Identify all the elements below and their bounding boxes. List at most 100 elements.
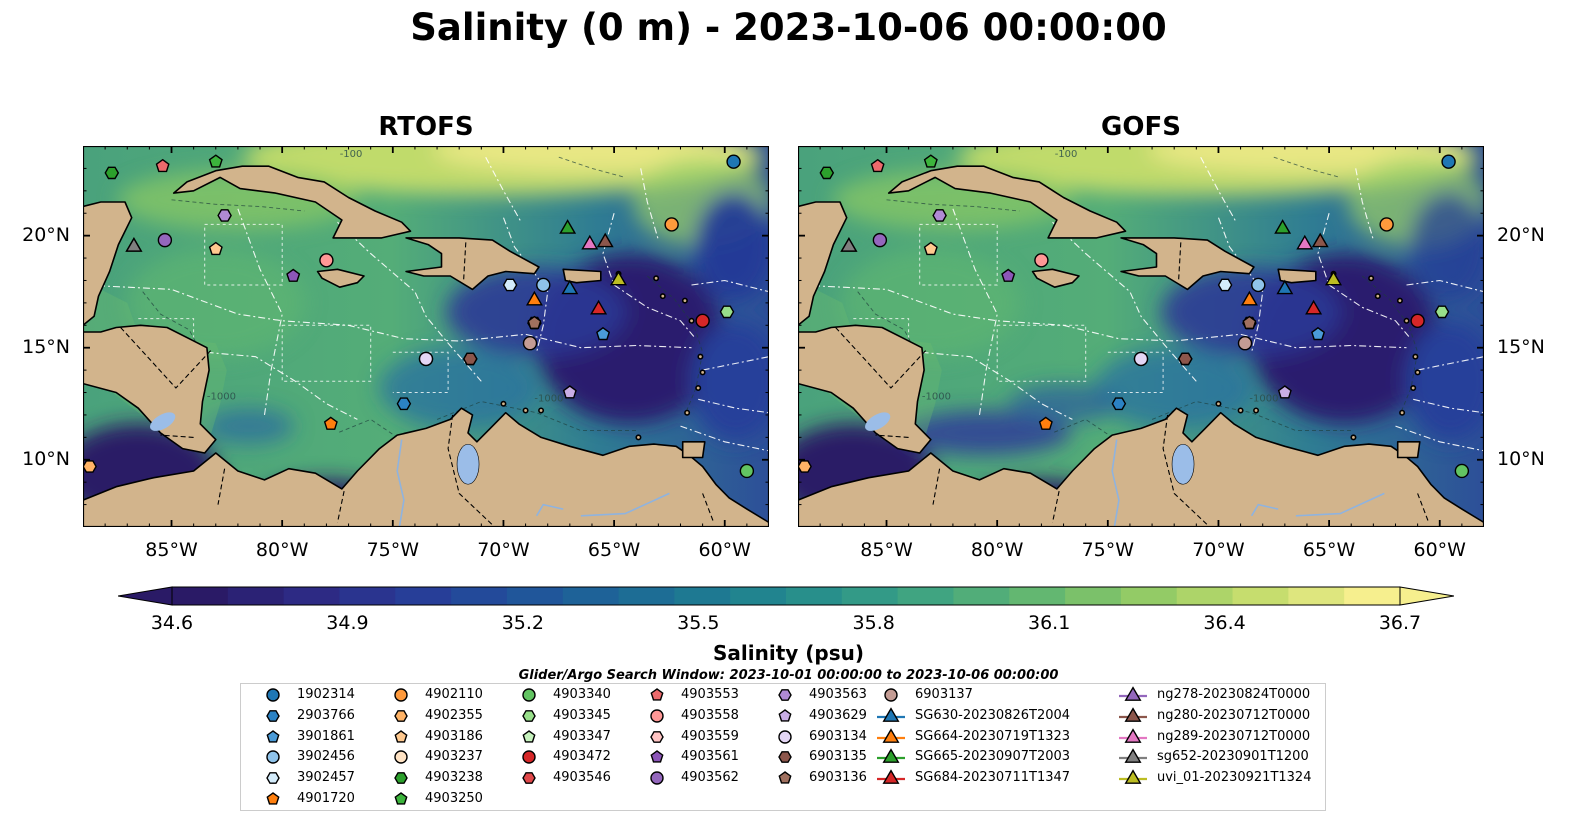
legend-marker bbox=[394, 709, 408, 722]
land-jamaica bbox=[1031, 268, 1080, 288]
island bbox=[1396, 297, 1403, 304]
legend-label: 4903562 bbox=[681, 770, 739, 786]
lat-tick-label-right: 20°N bbox=[1497, 223, 1545, 246]
legend-marker bbox=[394, 772, 408, 785]
marker-4903238 bbox=[819, 166, 835, 180]
legend-marker-shape bbox=[394, 750, 408, 765]
legend-marker bbox=[877, 727, 905, 743]
lat-tick-label-left: 10°N bbox=[22, 447, 70, 470]
legend-marker-shape bbox=[522, 750, 536, 765]
legend-label: 4903558 bbox=[681, 707, 739, 723]
lat-tick-label-right: 15°N bbox=[1497, 335, 1545, 358]
island bbox=[1368, 275, 1375, 282]
legend-marker-shape bbox=[882, 748, 900, 764]
lat-tick-label-left: 20°N bbox=[22, 223, 70, 246]
colorbar-ticks: 34.6 34.9 35.2 35.5 35.8 36.1 36.4 36.7 bbox=[0, 612, 1577, 642]
panel-title-rtofs: RTOFS bbox=[378, 112, 474, 142]
marker-6903135 bbox=[462, 352, 478, 366]
marker-4903558 bbox=[319, 253, 334, 268]
lon-tick-label: 80°W bbox=[970, 539, 1024, 561]
region-boxes bbox=[138, 223, 449, 393]
island bbox=[1374, 293, 1381, 300]
legend-marker-shape bbox=[266, 792, 280, 805]
legend-label: SG665-20230907T2003 bbox=[915, 749, 1071, 765]
lon-tick-label: 85°W bbox=[860, 539, 913, 561]
lon-tick-label: 60°W bbox=[1413, 539, 1466, 561]
marker-4902355 bbox=[798, 460, 812, 473]
colorbar-extend-max bbox=[1399, 586, 1454, 606]
colorbar-tick-label: 36.1 bbox=[1027, 612, 1071, 634]
colorbar-tick-label: 35.5 bbox=[677, 612, 720, 634]
colorbar-tick-label: 35.2 bbox=[501, 612, 544, 634]
colorbar-extend-min bbox=[118, 586, 173, 606]
lon-tick-label: 75°W bbox=[1081, 539, 1135, 561]
land-trinidad bbox=[681, 440, 706, 459]
island bbox=[684, 409, 691, 416]
legend-marker bbox=[266, 792, 280, 805]
colorbar-segment bbox=[1065, 587, 1122, 605]
colorbar-segment bbox=[897, 587, 955, 605]
legend-marker-shape bbox=[266, 729, 280, 743]
marker-4903553 bbox=[870, 158, 885, 173]
island bbox=[522, 407, 529, 414]
island bbox=[681, 297, 688, 304]
legend-marker bbox=[884, 688, 898, 702]
colorbar-segment bbox=[506, 587, 564, 605]
marker-4902355 bbox=[83, 460, 97, 473]
lat-tick-label-left: 15°N bbox=[22, 335, 70, 358]
land-centralAmerica bbox=[83, 324, 217, 454]
land-centralAmerica bbox=[798, 324, 932, 454]
legend-marker-shape bbox=[884, 688, 898, 702]
legend-label: 4903250 bbox=[425, 791, 483, 806]
legend-marker bbox=[266, 729, 280, 743]
panel-title-gofs: GOFS bbox=[1101, 112, 1181, 142]
legend-marker-shape bbox=[650, 730, 664, 743]
legend-marker-shape bbox=[266, 750, 280, 765]
legend-label: 4902355 bbox=[425, 707, 483, 723]
legend-label: 4903561 bbox=[681, 749, 739, 765]
island bbox=[635, 434, 642, 441]
legend-marker bbox=[266, 772, 280, 785]
legend-label: 1902314 bbox=[297, 687, 355, 702]
marker-4903561 bbox=[1001, 268, 1016, 282]
marker-SG665-20230907T2003 bbox=[1274, 219, 1292, 234]
legend-label: SG630-20230826T2004 bbox=[915, 707, 1071, 723]
colorbar-segment bbox=[1009, 587, 1066, 605]
island bbox=[1412, 353, 1419, 360]
colorbar-segment bbox=[1288, 587, 1345, 605]
marker-3902456 bbox=[536, 277, 551, 293]
land-hispaniola bbox=[405, 237, 540, 291]
land-hispaniola bbox=[1120, 237, 1255, 291]
colorbar-tick-label: 35.8 bbox=[852, 612, 895, 634]
marker-4903563 bbox=[217, 209, 232, 222]
legend-marker bbox=[650, 688, 664, 701]
island bbox=[1410, 385, 1417, 392]
contour-label: -1000 bbox=[1249, 393, 1278, 404]
colorbar-segment bbox=[339, 587, 396, 605]
legend-marker-shape bbox=[882, 727, 900, 743]
island bbox=[659, 293, 666, 300]
legend-marker bbox=[650, 771, 664, 785]
marker-SG630-20230826T2004 bbox=[561, 279, 579, 295]
legend-marker-shape bbox=[1124, 769, 1142, 785]
legend-marker-shape bbox=[778, 689, 792, 701]
legend-label: ng278-20230824T0000 bbox=[1157, 687, 1311, 702]
legend-marker bbox=[394, 688, 408, 702]
lon-tick-label: 70°W bbox=[477, 539, 530, 561]
colorbar-segment bbox=[1176, 587, 1234, 605]
colorbar-tick-label: 34.6 bbox=[150, 612, 194, 634]
marker-3902457 bbox=[1217, 278, 1233, 292]
island bbox=[1403, 317, 1410, 324]
legend-marker bbox=[1119, 748, 1147, 764]
lon-tick-label: 75°W bbox=[366, 539, 420, 561]
colorbar-segment bbox=[1344, 587, 1401, 605]
marker-sg652-20230901T1200 bbox=[840, 237, 858, 252]
legend-label: 4902110 bbox=[425, 687, 483, 702]
rivers bbox=[396, 439, 670, 527]
lake-nicaragua bbox=[150, 412, 176, 431]
map-ticks bbox=[83, 146, 769, 527]
legend-marker bbox=[778, 751, 792, 764]
legend-label: 4903559 bbox=[681, 728, 739, 744]
colorbar-segment bbox=[674, 587, 731, 605]
land-southAmerica bbox=[798, 407, 1484, 527]
